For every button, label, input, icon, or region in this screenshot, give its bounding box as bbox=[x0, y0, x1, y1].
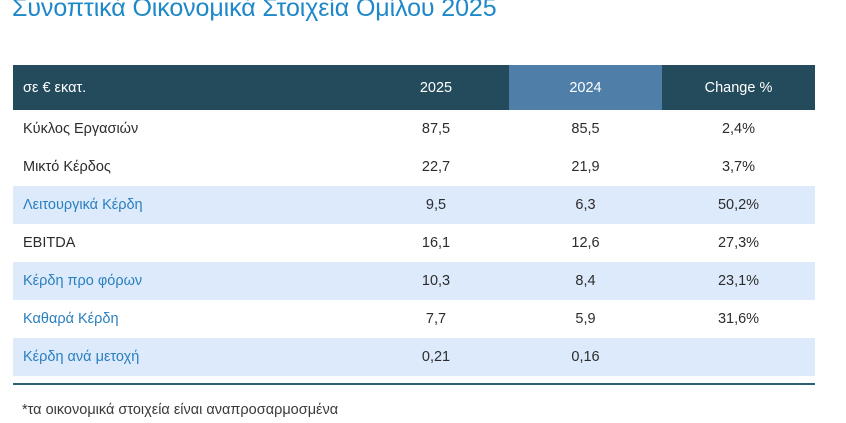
row-label: Κέρδη ανά μετοχή bbox=[23, 349, 140, 365]
row-value-2025: 7,7 bbox=[425, 311, 447, 327]
table-row: EBITDA 16,1 12,6 27,3% bbox=[13, 224, 815, 262]
row-value-2024: 6,3 bbox=[575, 197, 596, 213]
table-row: Μικτό Κέρδος 22,7 21,9 3,7% bbox=[13, 148, 815, 186]
row-value-2024: 21,9 bbox=[571, 159, 600, 175]
row-value-2025: 16,1 bbox=[421, 235, 451, 251]
row-value-2024: 5,9 bbox=[575, 311, 596, 327]
table-row: Κύκλος Εργασιών 87,5 85,5 2,4% bbox=[13, 110, 815, 148]
row-change: 3,7% bbox=[721, 159, 756, 175]
row-change: 27,3% bbox=[717, 235, 760, 251]
table-row: Λειτουργικά Κέρδη 9,5 6,3 50,2% bbox=[13, 186, 815, 224]
row-change bbox=[662, 338, 815, 376]
footnote: *τα οικονομικά στοιχεία είναι αναπροσαρμ… bbox=[22, 402, 339, 418]
row-value-2025: 9,5 bbox=[425, 197, 447, 213]
row-value-2025: 0,21 bbox=[421, 349, 451, 365]
financial-summary-table: σε € εκατ. 2025 2024 Change % Κύκλος Εργ… bbox=[13, 65, 815, 376]
row-change: 31,6% bbox=[717, 311, 760, 327]
row-change: 23,1% bbox=[717, 273, 760, 289]
header-change: Change % bbox=[704, 79, 773, 96]
row-label: Μικτό Κέρδος bbox=[23, 159, 111, 175]
row-value-2025: 10,3 bbox=[421, 273, 451, 289]
table-row: Κέρδη ανά μετοχή 0,21 0,16 bbox=[13, 338, 815, 376]
table-row: Κέρδη προ φόρων 10,3 8,4 23,1% bbox=[13, 262, 815, 300]
row-change: 50,2% bbox=[717, 197, 760, 213]
row-value-2024: 85,5 bbox=[571, 121, 600, 137]
row-label: Κέρδη προ φόρων bbox=[23, 273, 143, 289]
table-bottom-rule bbox=[13, 383, 815, 385]
header-label: σε € εκατ. bbox=[23, 79, 87, 96]
row-label: Λειτουργικά Κέρδη bbox=[23, 197, 143, 213]
row-value-2024: 12,6 bbox=[571, 235, 600, 251]
table-header-row: σε € εκατ. 2025 2024 Change % bbox=[13, 65, 815, 110]
row-label: EBITDA bbox=[23, 235, 76, 251]
header-2024: 2024 bbox=[509, 65, 662, 110]
row-label: Κύκλος Εργασιών bbox=[23, 121, 139, 137]
row-value-2024: 8,4 bbox=[575, 273, 596, 289]
row-change: 2,4% bbox=[721, 121, 756, 137]
row-value-2025: 22,7 bbox=[421, 159, 451, 175]
table-row: Καθαρά Κέρδη 7,7 5,9 31,6% bbox=[13, 300, 815, 338]
row-value-2025: 87,5 bbox=[421, 121, 451, 137]
row-label: Καθαρά Κέρδη bbox=[23, 311, 119, 327]
header-2025: 2025 bbox=[419, 79, 453, 96]
page-title: Συνοπτικά Οικονομικά Στοιχεία Ομίλου 202… bbox=[12, 0, 497, 22]
row-value-2024: 0,16 bbox=[571, 349, 600, 365]
